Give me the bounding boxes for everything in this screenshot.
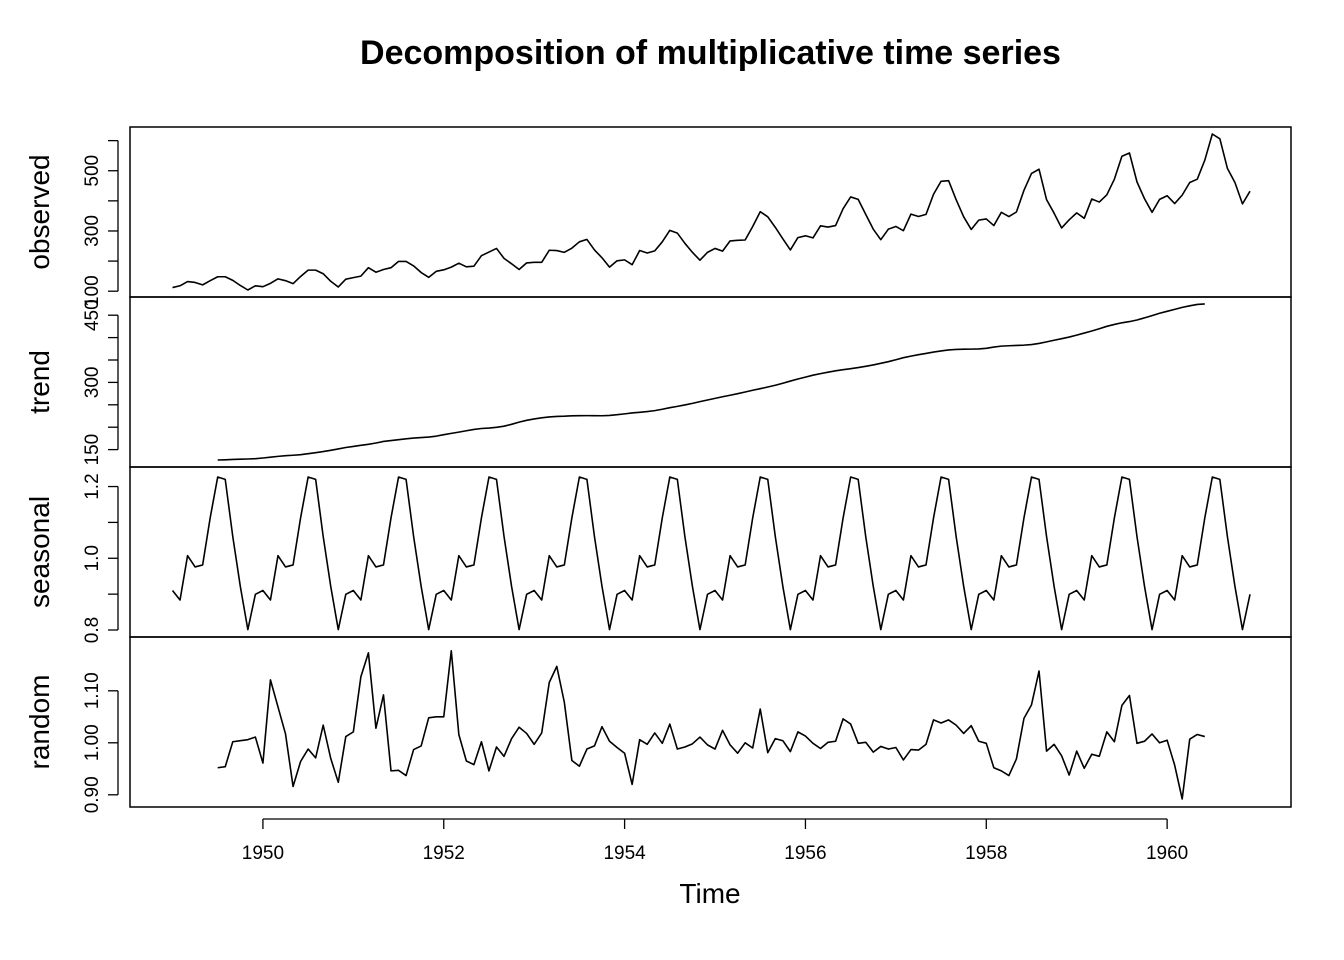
y-tick-label-seasonal: 1.0	[82, 545, 103, 571]
y-tick-label-trend: 450	[82, 299, 103, 331]
y-tick-label-observed: 500	[82, 155, 103, 187]
panel-frame-seasonal	[129, 466, 1292, 638]
y-tick-label-observed: 300	[82, 215, 103, 247]
x-tick-label: 1956	[784, 843, 826, 864]
panel-frame-random	[129, 636, 1292, 808]
panel-frame-trend	[129, 296, 1292, 468]
y-tick-label-trend: 150	[82, 434, 103, 466]
y-tick-label-seasonal: 1.2	[82, 473, 103, 499]
series-line-seasonal	[171, 476, 1251, 631]
panel-seasonal: 0.8 1.0 1.2 seasonal	[24, 466, 1292, 643]
x-tick-label: 1950	[242, 843, 284, 864]
series-line-trend	[217, 303, 1205, 461]
y-tick-label-random: 1.10	[82, 672, 103, 709]
panel-label-observed: observed	[24, 154, 55, 269]
y-tick-label-random: 1.00	[82, 724, 103, 761]
panel-trend: 150 300 450 trend	[24, 296, 1292, 468]
x-tick-label: 1960	[1146, 843, 1188, 864]
panel-observed: 100 300 500 observed	[24, 126, 1292, 307]
panel-label-random: random	[24, 675, 55, 770]
series-line-random	[217, 649, 1206, 800]
x-tick-label: 1952	[423, 843, 465, 864]
x-axis-label: Time	[679, 878, 740, 909]
x-tick-label: 1958	[965, 843, 1007, 864]
y-tick-label-seasonal: 0.8	[82, 617, 103, 643]
panel-label-seasonal: seasonal	[24, 496, 55, 608]
panel-label-trend: trend	[24, 350, 55, 414]
panel-random: 0.90 1.00 1.10 random	[24, 636, 1292, 813]
x-tick-label: 1954	[603, 843, 646, 864]
y-tick-label-random: 0.90	[82, 776, 103, 813]
x-axis: 1950 1952 1954 1956 1958 1960	[242, 818, 1188, 864]
panel-frame-observed	[129, 126, 1292, 298]
y-tick-label-trend: 300	[82, 367, 103, 399]
series-line-observed	[172, 133, 1251, 291]
y-tick-label-observed: 100	[82, 275, 103, 307]
panels-group: 100 300 500 observed 150 300 450 trend 0.8 1.0 1.2…	[24, 126, 1292, 813]
chart-title: Decomposition of multiplicative time ser…	[360, 34, 1061, 72]
